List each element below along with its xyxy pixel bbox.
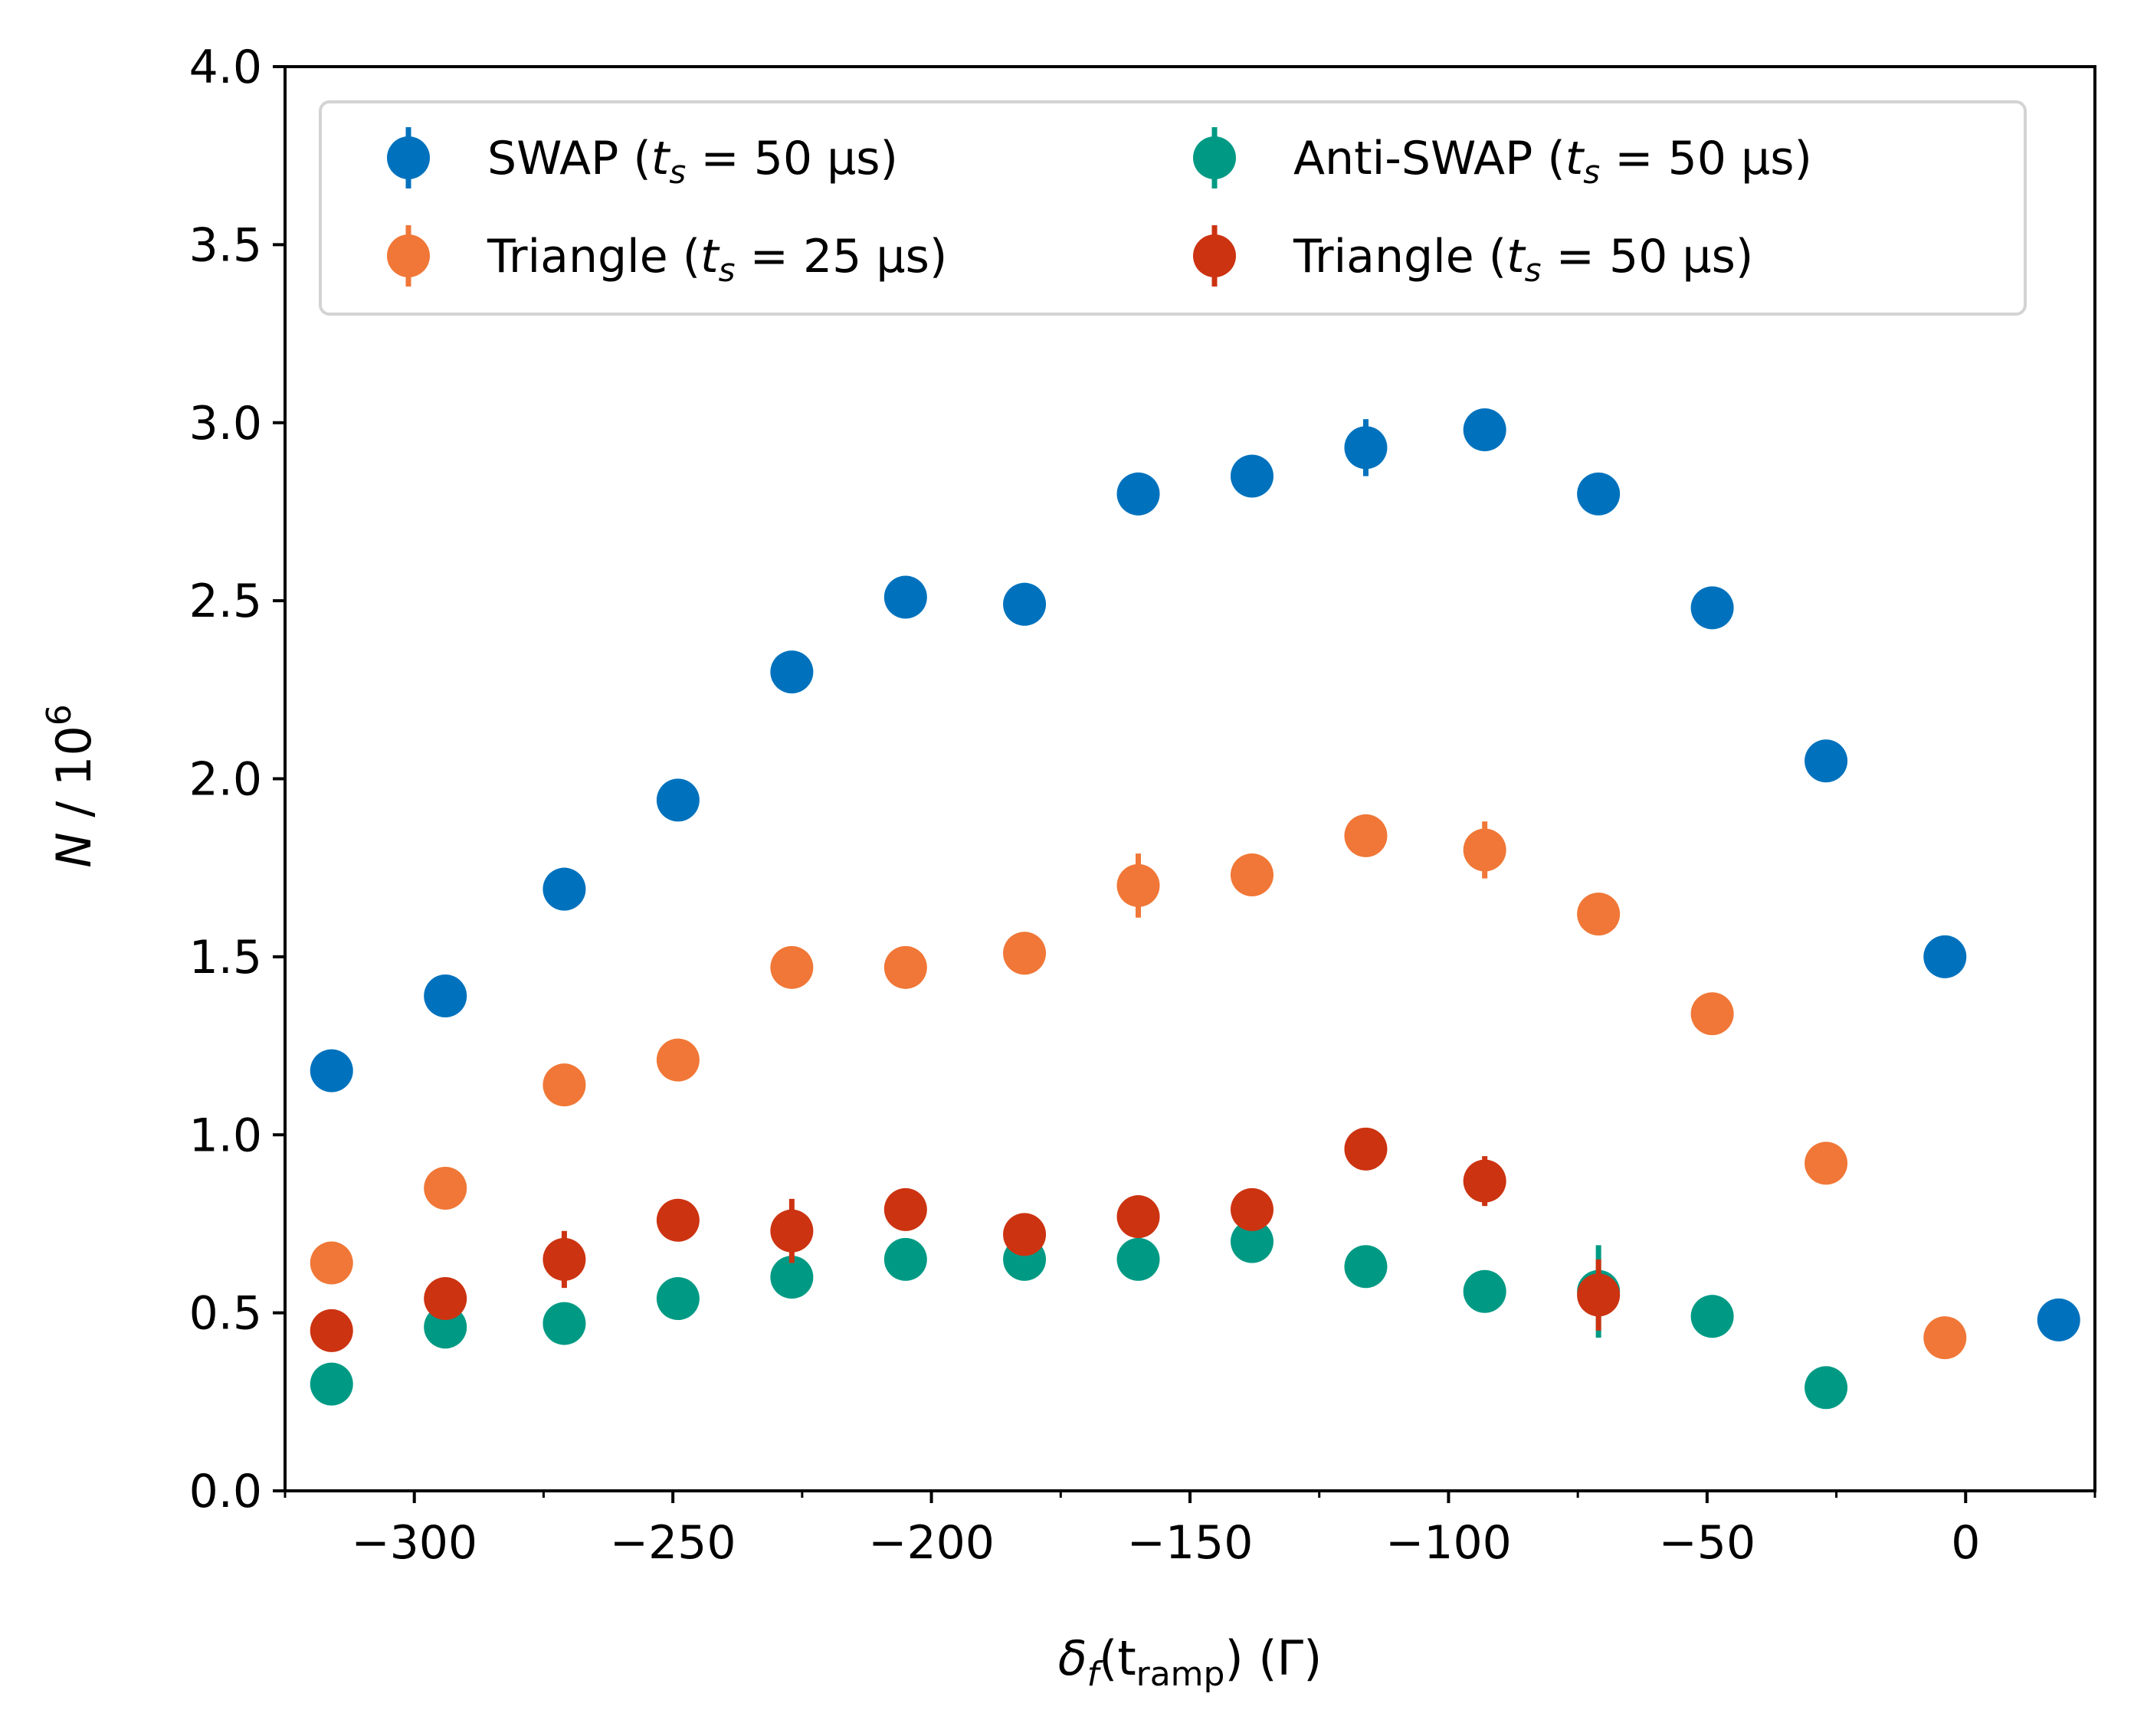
data-point [1923, 1316, 1967, 1360]
y-tick-label: 2.0 [189, 753, 262, 807]
legend-marker [1193, 234, 1236, 277]
y-tick-label: 0.0 [189, 1465, 262, 1518]
data-point [1690, 586, 1734, 630]
data-point [1344, 426, 1388, 470]
x-tick-label: −150 [1127, 1516, 1254, 1570]
data-point [1003, 582, 1047, 626]
data-point [656, 1038, 700, 1082]
data-point [883, 1237, 927, 1281]
x-axis-label: δf(tramp) (Γ) [1058, 1630, 1323, 1694]
data-point [883, 575, 927, 619]
data-point [770, 1256, 814, 1299]
legend-marker [387, 234, 430, 277]
y-tick-label: 4.0 [189, 41, 262, 94]
data-point [1116, 1195, 1160, 1239]
data-point [770, 945, 814, 989]
data-point [1116, 1237, 1160, 1281]
data-point [1577, 472, 1621, 516]
data-point [1344, 1127, 1388, 1171]
data-point [1690, 1295, 1734, 1338]
data-point [1463, 1159, 1506, 1203]
data-point [1463, 408, 1506, 452]
x-tick-label: 0 [1951, 1516, 1980, 1570]
series-0 [310, 408, 2080, 1341]
data-point [1805, 1142, 1848, 1185]
legend-label: Triangle (ts = 25 μs) [487, 230, 947, 289]
data-point [424, 1277, 467, 1321]
data-point [1577, 1273, 1621, 1317]
x-tick-label: −300 [351, 1516, 477, 1570]
data-point [424, 1166, 467, 1210]
data-point [1003, 1213, 1047, 1256]
x-axis: −300 −250 −200 −150 −100 −50 0 [284, 1491, 2096, 1570]
y-tick-label: 0.5 [189, 1287, 262, 1341]
data-point [1230, 1187, 1274, 1231]
legend: SWAP (ts = 50 μs) Triangle (ts = 25 μs) An… [319, 100, 2027, 316]
data-point [1230, 1220, 1274, 1263]
data-point [424, 974, 467, 1017]
legend-entry-2: Anti-SWAP (ts = 50 μs) [1193, 127, 1812, 191]
x-tick-label: −250 [610, 1516, 736, 1570]
series-3 [310, 1127, 1621, 1352]
y-axis: 0.0 0.5 1.0 1.5 2.0 2.5 3.0 3.5 4.0 [189, 41, 285, 1518]
legend-box [319, 100, 2027, 316]
data-point [1230, 853, 1274, 896]
data-markers [310, 408, 2080, 1410]
data-point [770, 650, 814, 694]
data-point [1463, 1269, 1506, 1313]
x-tick-label: −100 [1385, 1516, 1512, 1570]
y-tick-label: 1.5 [189, 931, 262, 984]
data-point [770, 1209, 814, 1253]
data-point [1230, 454, 1274, 498]
data-point [1923, 935, 1967, 978]
data-point [2037, 1298, 2080, 1341]
data-point [1116, 472, 1160, 516]
data-point [883, 1187, 927, 1231]
data-point [1805, 739, 1848, 783]
legend-label: SWAP (ts = 50 μs) [487, 132, 898, 191]
data-point [543, 1063, 586, 1107]
data-point [1003, 932, 1047, 975]
legend-entry-3: Triangle (ts = 50 μs) [1193, 225, 1753, 289]
data-point [310, 1309, 353, 1352]
legend-marker [1193, 136, 1236, 179]
y-tick-label: 2.5 [189, 575, 262, 628]
data-point [656, 1277, 700, 1321]
data-point [543, 1237, 586, 1281]
data-point [1463, 828, 1506, 872]
data-point [656, 1198, 700, 1242]
data-point [1805, 1366, 1848, 1410]
x-tick-label: −200 [868, 1516, 995, 1570]
data-point [543, 1302, 586, 1345]
legend-label: Anti-SWAP (ts = 50 μs) [1293, 132, 1812, 191]
legend-marker [387, 136, 430, 179]
y-tick-label: 3.5 [189, 218, 262, 272]
data-point [1344, 1245, 1388, 1289]
legend-entry-0: SWAP (ts = 50 μs) [387, 127, 898, 191]
y-tick-label: 3.0 [189, 397, 262, 450]
data-point [883, 945, 927, 989]
data-point [310, 1241, 353, 1285]
legend-entry-1: Triangle (ts = 25 μs) [387, 225, 947, 289]
data-point [656, 778, 700, 822]
data-point [1344, 814, 1388, 857]
y-tick-label: 1.0 [189, 1109, 262, 1162]
data-point [310, 1049, 353, 1092]
x-tick-label: −50 [1659, 1516, 1756, 1570]
series-1 [310, 814, 1967, 1360]
legend-label: Triangle (ts = 50 μs) [1293, 230, 1753, 289]
data-point [543, 867, 586, 911]
y-axis-label: N / 106 [40, 704, 102, 868]
data-point [1116, 863, 1160, 907]
data-point [310, 1362, 353, 1406]
data-point [1577, 893, 1621, 936]
data-point [1690, 992, 1734, 1036]
